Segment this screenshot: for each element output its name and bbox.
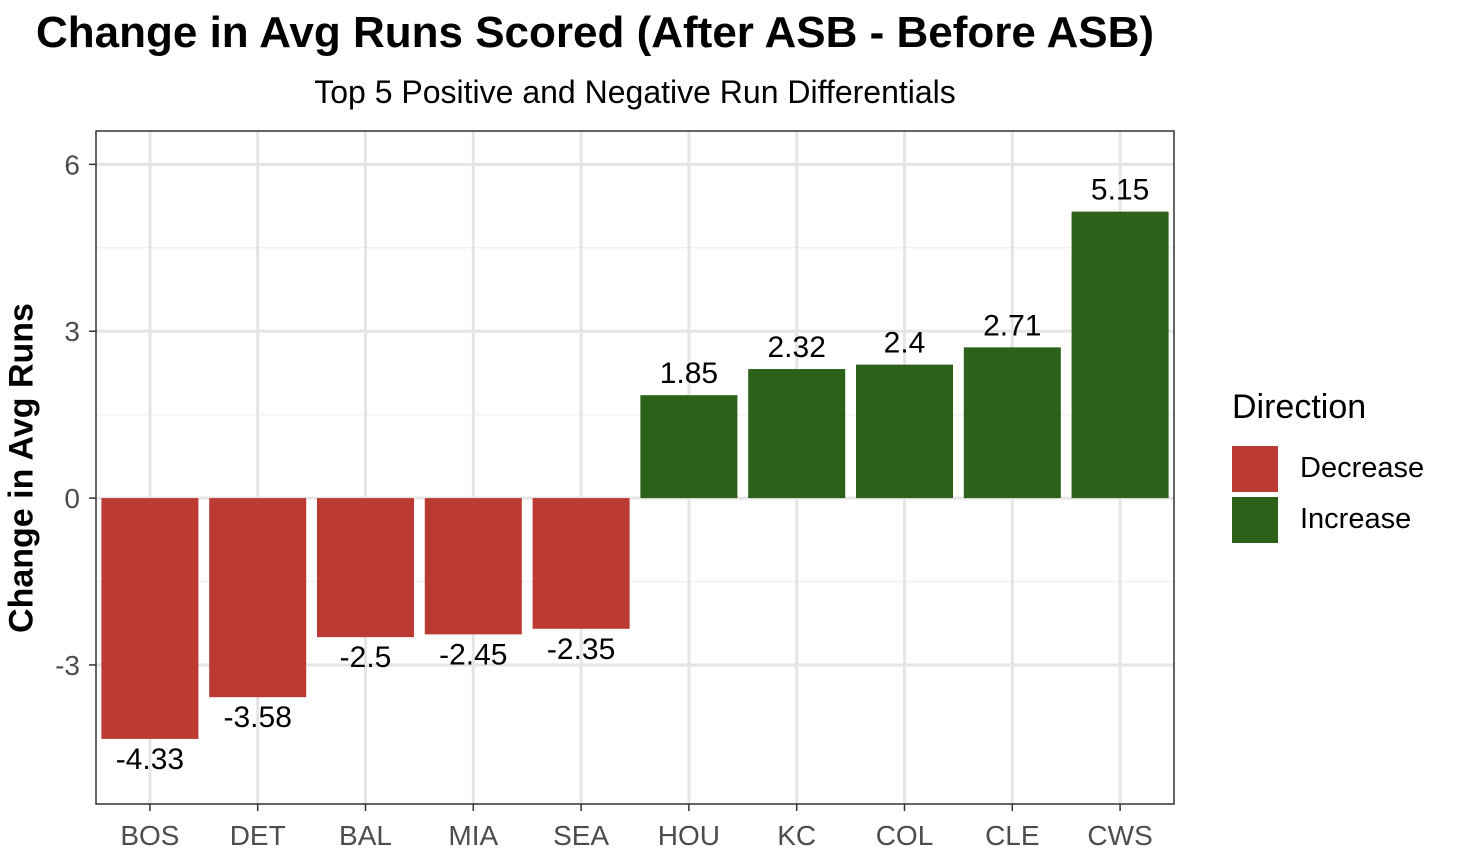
legend-title: Direction (1232, 388, 1367, 426)
y-tick-label: -3 (55, 650, 80, 681)
data-labels: -4.33 -3.58 -2.5 -2.45 -2.35 1.85 2.32 2.4 2.71 5… (116, 174, 1150, 776)
bar-sea (532, 498, 630, 629)
bar-hou (640, 395, 738, 499)
x-tick-label: MIA (448, 820, 498, 851)
data-label-bos: -4.33 (116, 743, 184, 776)
bar-cle (963, 347, 1061, 499)
x-tick-label: HOU (658, 820, 720, 851)
legend-item-decrease: Decrease (1232, 443, 1424, 494)
chart-subtitle: Top 5 Positive and Negative Run Differen… (314, 74, 956, 110)
bar-cws (1071, 211, 1169, 499)
y-tick-label: 6 (64, 149, 80, 180)
data-label-cws: 5.15 (1091, 174, 1149, 207)
legend-swatch-increase (1232, 496, 1278, 543)
data-label-kc: 2.32 (768, 331, 826, 364)
legend-item-increase: Increase (1232, 494, 1424, 545)
bar-kc (748, 369, 846, 499)
x-tick-label: CWS (1087, 820, 1152, 851)
bar-col (855, 364, 954, 499)
x-tick-label: KC (777, 820, 816, 851)
data-label-cle: 2.71 (983, 309, 1041, 342)
y-axis-ticks: -3 0 3 6 (55, 149, 96, 681)
x-axis-ticks: BOS DET BAL MIA SEA HOU KC COL CLE CWS (120, 804, 1153, 851)
legend-label-decrease: Decrease (1300, 452, 1425, 484)
legend: Direction Decrease Increase (1232, 388, 1424, 545)
y-tick-label: 0 (64, 483, 80, 514)
x-tick-label: CLE (985, 820, 1039, 851)
bar-bos (101, 498, 199, 739)
chart-title: Change in Avg Runs Scored (After ASB - B… (36, 8, 1155, 57)
x-tick-label: DET (230, 820, 286, 851)
data-label-col: 2.4 (884, 327, 926, 360)
data-label-bal: -2.5 (340, 641, 392, 674)
legend-swatch-decrease (1232, 445, 1278, 492)
data-label-sea: -2.35 (547, 633, 615, 666)
bar-det (209, 498, 307, 698)
x-tick-label: BAL (339, 820, 392, 851)
data-label-det: -3.58 (224, 701, 292, 734)
data-label-hou: 1.85 (660, 357, 718, 390)
bar-mia (424, 498, 522, 635)
legend-label-increase: Increase (1300, 503, 1412, 535)
plot-panel-border (95, 130, 1175, 805)
data-label-mia: -2.45 (439, 638, 507, 671)
y-tick-label: 3 (64, 316, 80, 347)
x-tick-label: BOS (120, 820, 179, 851)
x-tick-label: SEA (553, 820, 609, 851)
bars (101, 211, 1169, 739)
x-tick-label: COL (876, 820, 934, 851)
bar-bal (316, 498, 415, 638)
